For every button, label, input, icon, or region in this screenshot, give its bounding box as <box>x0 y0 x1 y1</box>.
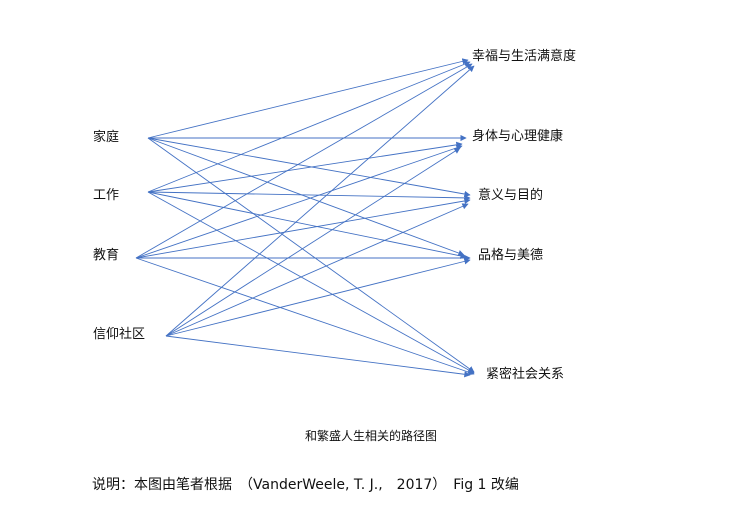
edge-2-4 <box>135 257 475 376</box>
edge-3-3 <box>165 258 471 337</box>
target-node-meaning: 意义与目的 <box>478 188 544 203</box>
edge-3-4 <box>165 335 471 378</box>
target-node-relationships: 紧密社会关系 <box>486 367 565 382</box>
edge-1-0 <box>147 61 471 193</box>
edge-1-4 <box>147 191 475 374</box>
edge-2-2 <box>135 197 471 259</box>
edge-3-1 <box>165 147 461 337</box>
target-node-health: 身体与心理健康 <box>472 129 564 144</box>
diagram-caption: 和繁盛人生相关的路径图 <box>304 429 437 443</box>
edge-0-0 <box>147 58 469 139</box>
edge-0-4 <box>147 137 475 373</box>
target-node-character: 品格与美德 <box>478 248 544 263</box>
edge-3-2 <box>165 203 469 337</box>
edge-3-0 <box>165 65 475 337</box>
edge-1-1 <box>147 141 463 193</box>
edge-1-3 <box>147 191 467 259</box>
edge-0-3 <box>147 137 465 256</box>
edge-2-1 <box>135 144 463 259</box>
source-node-work: 工作 <box>93 188 120 203</box>
edge-1-2 <box>147 191 471 202</box>
edge-2-0 <box>135 63 473 259</box>
source-node-family: 家庭 <box>93 130 120 145</box>
target-node-happiness: 幸福与生活满意度 <box>472 49 577 64</box>
source-node-faith-community: 信仰社区 <box>93 327 146 342</box>
edge-0-2 <box>147 137 471 198</box>
source-node-education: 教育 <box>93 248 120 263</box>
source-note: 说明：本图由笔者根据 （VanderWeele, T. J., 2017） Fi… <box>92 477 519 493</box>
